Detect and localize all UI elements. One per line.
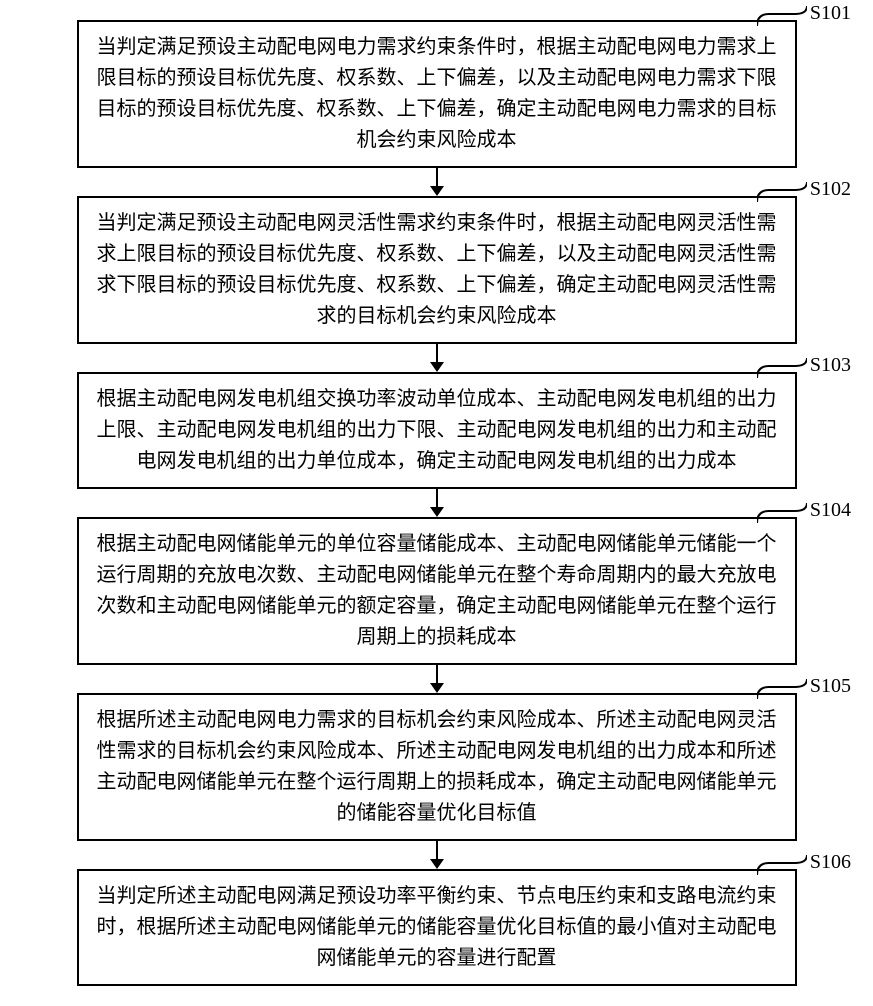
step-s101-row: S101 当判定满足预设主动配电网电力需求约束条件时，根据主动配电网电力需求上限… [10, 20, 863, 168]
step-s104-row: S104 根据主动配电网储能单元的单位容量储能成本、主动配电网储能单元储能一个运… [10, 517, 863, 665]
arrow-icon [430, 841, 444, 869]
step-label: S104 [810, 499, 851, 522]
arrow-icon [430, 344, 444, 372]
bracket-icon [757, 6, 807, 26]
flowchart-container: S101 当判定满足预设主动配电网电力需求约束条件时，根据主动配电网电力需求上限… [10, 20, 863, 986]
step-label: S101 [810, 2, 851, 25]
arrow-icon [430, 665, 444, 693]
step-s101-wrapper: S101 当判定满足预设主动配电网电力需求约束条件时，根据主动配电网电力需求上限… [10, 20, 863, 196]
arrow-icon [430, 489, 444, 517]
step-box-s102: 当判定满足预设主动配电网灵活性需求约束条件时，根据主动配电网灵活性需求上限目标的… [77, 196, 797, 344]
bracket-icon [757, 503, 807, 523]
bracket-icon [757, 855, 807, 875]
step-label: S103 [810, 354, 851, 377]
arrow-icon [430, 168, 444, 196]
bracket-icon [757, 358, 807, 378]
step-box-s101: 当判定满足预设主动配电网电力需求约束条件时，根据主动配电网电力需求上限目标的预设… [77, 20, 797, 168]
step-label: S102 [810, 178, 851, 201]
step-box-s105: 根据所述主动配电网电力需求的目标机会约束风险成本、所述主动配电网灵活性需求的目标… [77, 693, 797, 841]
step-s105-wrapper: S105 根据所述主动配电网电力需求的目标机会约束风险成本、所述主动配电网灵活性… [10, 693, 863, 869]
step-s105-row: S105 根据所述主动配电网电力需求的目标机会约束风险成本、所述主动配电网灵活性… [10, 693, 863, 841]
step-s104-wrapper: S104 根据主动配电网储能单元的单位容量储能成本、主动配电网储能单元储能一个运… [10, 517, 863, 693]
bracket-icon [757, 679, 807, 699]
step-label: S106 [810, 851, 851, 874]
step-s102-row: S102 当判定满足预设主动配电网灵活性需求约束条件时，根据主动配电网灵活性需求… [10, 196, 863, 344]
step-box-s106: 当判定所述主动配电网满足预设功率平衡约束、节点电压约束和支路电流约束时，根据所述… [77, 869, 797, 986]
step-label: S105 [810, 675, 851, 698]
step-s103-row: S103 根据主动配电网发电机组交换功率波动单位成本、主动配电网发电机组的出力上… [10, 372, 863, 489]
step-s102-wrapper: S102 当判定满足预设主动配电网灵活性需求约束条件时，根据主动配电网灵活性需求… [10, 196, 863, 372]
step-s106-row: S106 当判定所述主动配电网满足预设功率平衡约束、节点电压约束和支路电流约束时… [10, 869, 863, 986]
step-s106-wrapper: S106 当判定所述主动配电网满足预设功率平衡约束、节点电压约束和支路电流约束时… [10, 869, 863, 986]
step-box-s104: 根据主动配电网储能单元的单位容量储能成本、主动配电网储能单元储能一个运行周期的充… [77, 517, 797, 665]
bracket-icon [757, 182, 807, 202]
step-box-s103: 根据主动配电网发电机组交换功率波动单位成本、主动配电网发电机组的出力上限、主动配… [77, 372, 797, 489]
step-s103-wrapper: S103 根据主动配电网发电机组交换功率波动单位成本、主动配电网发电机组的出力上… [10, 372, 863, 517]
